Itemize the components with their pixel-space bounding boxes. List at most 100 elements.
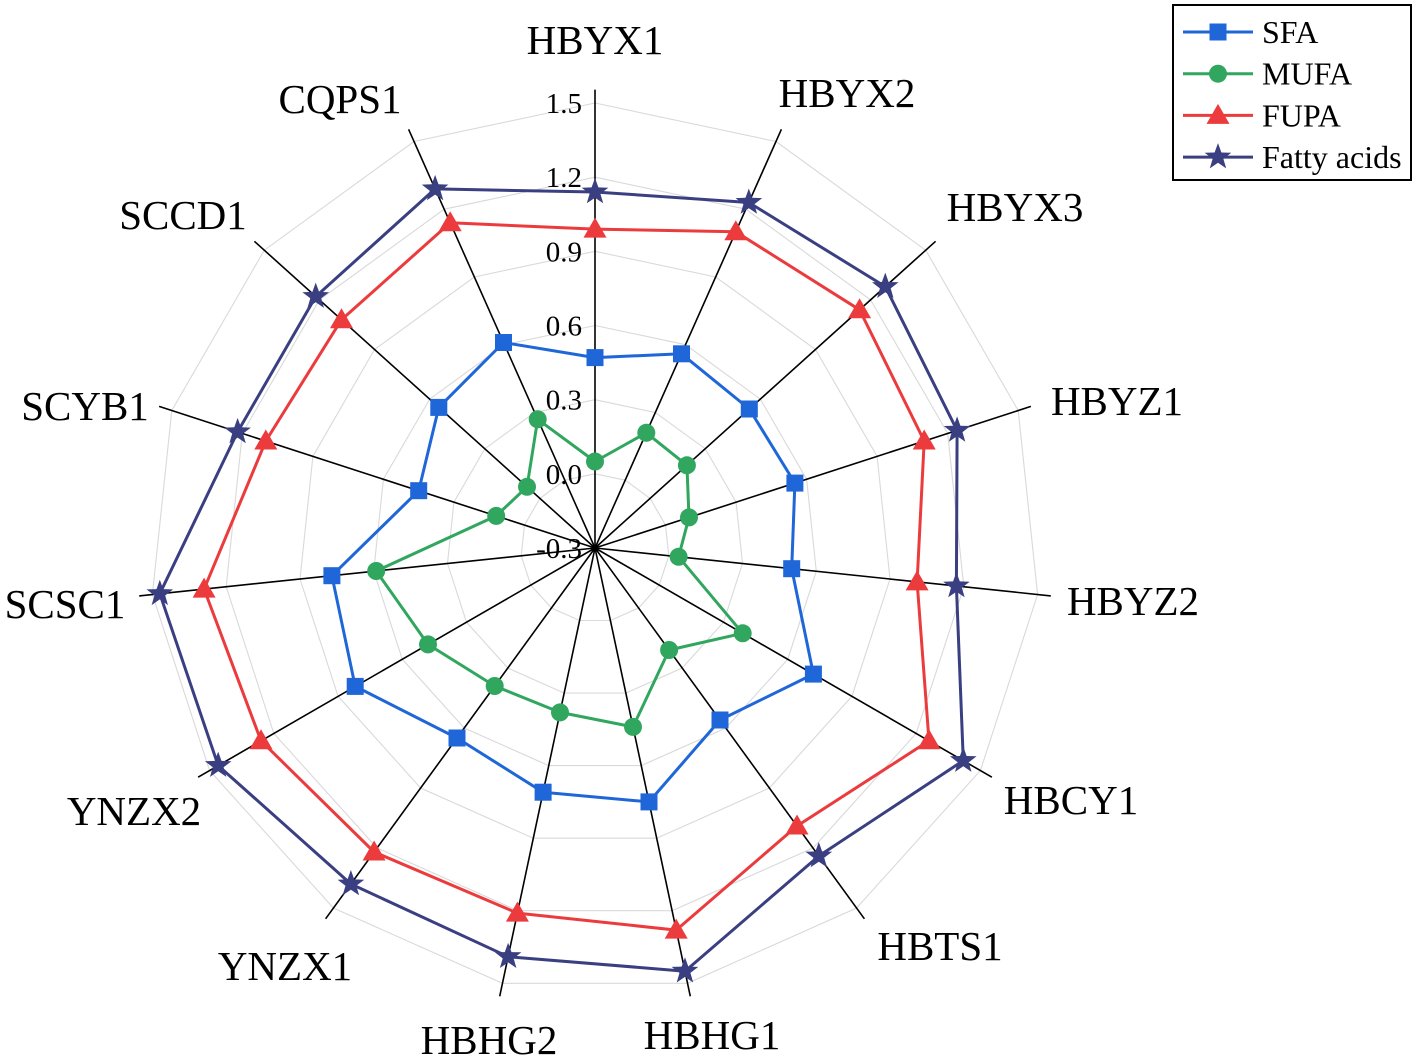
series-sfa: [323, 334, 822, 811]
grid-ring-1-2: [225, 176, 965, 912]
grid-ring-0-3: [446, 399, 744, 694]
mufa-point-hbhg1: [624, 717, 642, 736]
sfa-point-hbyx1: [586, 349, 604, 367]
legend-items: SFA MUFA FUPA Fatty acids: [1183, 14, 1402, 175]
category-label-hbyx1: HBYX1: [527, 17, 664, 63]
fupa-point-hbhg1: [664, 918, 688, 939]
category-label-hbyz2: HBYZ2: [1067, 578, 1199, 624]
fatty-acids-point-hbcy1: [949, 746, 977, 772]
mufa-point-scsc1: [367, 562, 386, 580]
legend-label-mufa: MUFA: [1262, 56, 1352, 92]
tick-label-0-9: 0.9: [546, 236, 582, 268]
fatty-acids-point-hbyx3: [872, 272, 899, 298]
fupa-point-sccd1: [330, 308, 353, 329]
grid-ring-1-5: [151, 102, 1039, 984]
legend-item-mufa: MUFA: [1183, 56, 1352, 92]
fatty-acids-point-hbts1: [805, 842, 833, 868]
grid-ring-0-6: [373, 324, 817, 767]
fatty-acids-point-ynzx1: [337, 870, 365, 896]
tick-label-1-2: 1.2: [546, 162, 582, 194]
axis-line-scsc1: [139, 547, 596, 597]
fupa-point-hbyz2: [905, 570, 929, 591]
sfa-point-scsc1: [323, 567, 341, 585]
tick-label-0-3: 0.3: [546, 385, 582, 417]
mufa-point-ynzx1: [485, 677, 504, 695]
series-line-fupa: [202, 221, 931, 932]
legend-marker-sfa: [1209, 23, 1227, 41]
fatty-acids-point-scsc1: [146, 579, 174, 606]
series-mufa: [367, 410, 752, 736]
category-labels: HBYX1 HBYX2 HBYX3 HBYZ1 HBYZ2 HBCY1 HBTS1 HBHG1…: [5, 17, 1199, 1063]
legend-marker-fatty-acids: [1204, 143, 1232, 169]
sfa-point-ynzx2: [346, 677, 364, 695]
fupa-point-cqps1: [438, 211, 462, 232]
fatty-acids-point-ynzx2: [204, 751, 232, 777]
sfa-point-scyb1: [410, 482, 428, 500]
fatty-acids-point-scyb1: [224, 417, 251, 444]
series-line-fatty-acids: [158, 187, 965, 973]
category-label-cqps1: CQPS1: [278, 76, 401, 122]
sfa-point-hbyx3: [740, 400, 758, 418]
sfa-point-hbhg1: [640, 793, 658, 811]
fupa-point-hbyx3: [848, 298, 872, 319]
mufa-point-hbyz1: [680, 508, 698, 527]
legend-item-fupa: FUPA: [1183, 97, 1341, 133]
legend: SFA MUFA FUPA Fatty acids: [1172, 4, 1412, 181]
mufa-point-hbyx2: [637, 423, 656, 442]
mufa-point-hbts1: [660, 641, 679, 659]
radial-tick-labels: 1.51.20.90.60.30.0-0.3: [536, 88, 582, 565]
sfa-point-cqps1: [495, 334, 512, 351]
category-label-scsc1: SCSC1: [5, 581, 126, 627]
fupa-point-hbyx1: [583, 217, 607, 238]
fatty-acids-point-hbyx1: [581, 178, 609, 204]
fupa-point-hbhg2: [505, 901, 529, 922]
legend-item-sfa: SFA: [1183, 14, 1318, 50]
sfa-point-ynzx1: [448, 729, 466, 747]
category-label-ynzx2: YNZX2: [67, 788, 201, 834]
category-label-hbyz1: HBYZ1: [1051, 378, 1183, 424]
fatty-acids-point-hbhg1: [671, 957, 699, 983]
series-line-mufa: [374, 417, 745, 729]
category-label-hbts1: HBTS1: [877, 923, 1002, 969]
legend-label-sfa: SFA: [1262, 14, 1318, 50]
fupa-point-hbyx2: [724, 220, 748, 241]
axis-line-hbhg1: [594, 547, 692, 997]
category-label-hbcy1: HBCY1: [1004, 777, 1138, 823]
category-label-sccd1: SCCD1: [119, 192, 247, 238]
sfa-point-hbyz2: [783, 560, 801, 578]
mufa-point-scyb1: [487, 506, 506, 525]
category-label-hbhg1: HBHG1: [644, 1012, 781, 1058]
fatty-acids-point-sccd1: [302, 282, 330, 308]
category-label-hbhg2: HBHG2: [421, 1017, 558, 1063]
category-label-ynzx1: YNZX1: [218, 943, 352, 989]
fupa-point-ynzx1: [362, 840, 386, 861]
legend-item-fatty-acids: Fatty acids: [1183, 139, 1402, 175]
fupa-point-scyb1: [254, 429, 278, 450]
axis-line-sccd1: [253, 240, 596, 549]
tick-label-1-5: 1.5: [546, 88, 582, 120]
mufa-point-hbyx1: [586, 452, 604, 471]
legend-label-fatty-acids: Fatty acids: [1262, 139, 1402, 175]
grid-rings: [151, 102, 1039, 984]
mufa-point-hbcy1: [733, 624, 752, 643]
grid-ring-0-0: [520, 473, 670, 622]
fatty-acids-point-cqps1: [421, 174, 449, 201]
sfa-point-hbyx2: [673, 345, 690, 363]
tick-label-0-0: 0.0: [546, 459, 582, 491]
sfa-point-hbcy1: [804, 665, 822, 683]
fatty-acids-point-hbyz1: [943, 416, 971, 442]
category-label-hbyx2: HBYX2: [779, 70, 916, 116]
grid-ring-0-9: [299, 250, 891, 839]
sfa-point-hbhg2: [534, 783, 552, 801]
sfa-point-hbts1: [711, 711, 729, 729]
fatty-acids-point-hbyx2: [735, 188, 763, 214]
mufa-point-hbyx3: [677, 456, 696, 475]
fatty-acids-point-hbyz2: [943, 572, 970, 598]
mufa-point-cqps1: [528, 410, 547, 429]
tick-label-0-6: 0.6: [546, 311, 582, 343]
series-fatty-acids: [146, 174, 977, 983]
sfa-point-sccd1: [430, 398, 448, 416]
mufa-point-hbhg2: [551, 703, 569, 722]
fupa-point-hbyz1: [912, 429, 936, 450]
